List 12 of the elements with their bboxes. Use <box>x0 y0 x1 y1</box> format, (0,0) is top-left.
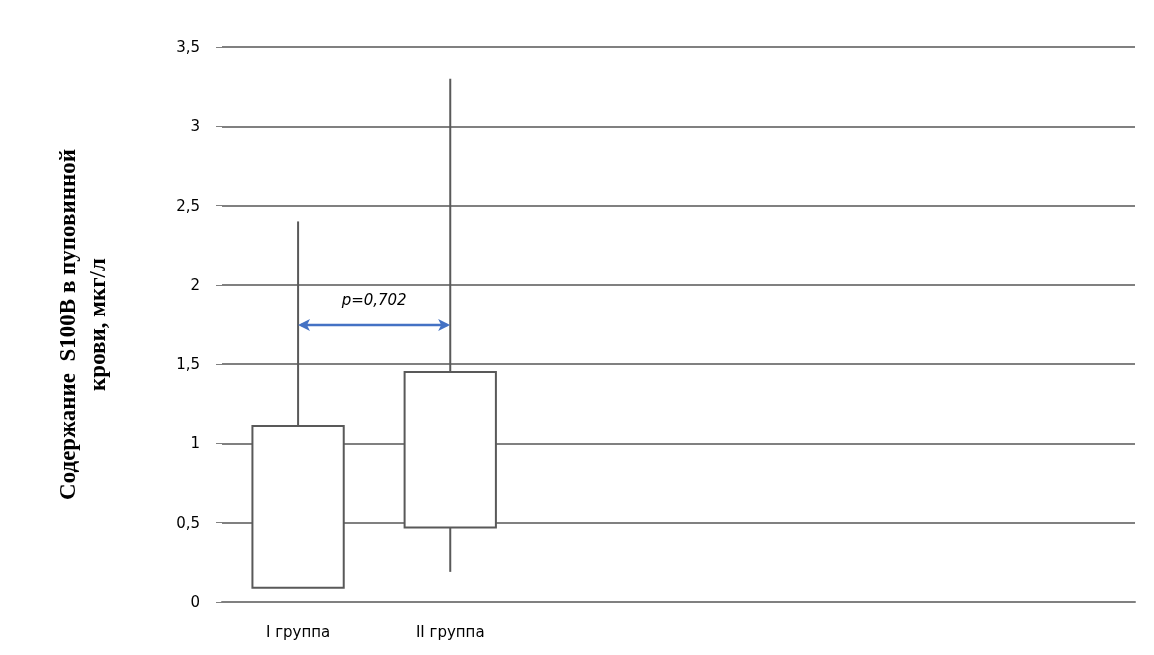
x-tick-label: I группа <box>265 622 331 641</box>
x-tick-label: II группа <box>415 622 485 641</box>
y-tick-label: 0 <box>190 593 200 611</box>
y-tick-label: 0,5 <box>176 513 200 532</box>
y-tick-label: 1 <box>190 434 200 453</box>
y-tick-label: 2 <box>190 275 200 294</box>
y-axis-title: Содержание S100B в пуповинной крови, мкг/л <box>54 149 110 500</box>
y-tick-label: 2,5 <box>176 196 200 215</box>
annotation: p=0,702 <box>341 290 407 309</box>
y-tick-label: 3 <box>190 117 200 136</box>
y-tick-label: 1,5 <box>176 355 200 374</box>
y-tick-label: 3,5 <box>176 38 200 56</box>
